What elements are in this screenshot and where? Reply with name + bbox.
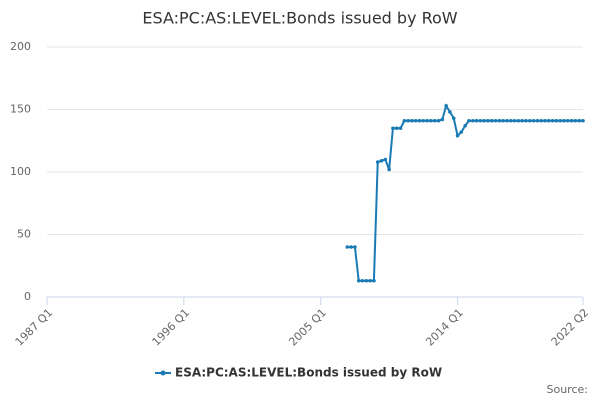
data-point <box>489 118 494 123</box>
data-point <box>429 118 433 123</box>
data-point <box>501 118 505 123</box>
data-point <box>478 118 483 123</box>
data-point <box>349 245 353 249</box>
data-point <box>379 158 384 163</box>
data-point <box>581 118 585 123</box>
x-tick-label: 2005 Q1 <box>286 306 329 349</box>
data-point <box>531 118 536 123</box>
y-tick-label: 0 <box>24 290 31 303</box>
data-point <box>497 118 502 123</box>
data-point <box>463 123 467 128</box>
data-point <box>508 118 513 123</box>
data-point <box>565 118 570 123</box>
data-point <box>482 118 486 123</box>
y-tick-label: 200 <box>10 40 31 53</box>
data-point <box>573 118 578 123</box>
data-point <box>410 118 414 123</box>
data-point <box>444 103 448 108</box>
data-point <box>524 118 528 123</box>
data-point <box>413 118 418 123</box>
data-point <box>383 157 388 162</box>
data-point <box>516 118 521 123</box>
data-point <box>474 118 479 123</box>
x-tick-label: 2022 Q2 <box>549 306 592 349</box>
chart-title: ESA:PC:AS:LEVEL:Bonds issued by RoW <box>142 9 457 28</box>
data-point <box>448 110 452 114</box>
data-point <box>421 118 426 123</box>
data-point <box>569 118 574 123</box>
data-point <box>546 118 551 123</box>
data-point <box>360 278 365 283</box>
data-point <box>451 116 456 121</box>
data-point <box>432 118 437 123</box>
data-point <box>459 130 464 134</box>
y-tick-label: 150 <box>10 103 31 116</box>
legend-marker <box>160 370 166 376</box>
data-point <box>353 245 357 249</box>
data-point <box>554 118 559 123</box>
data-point <box>467 118 471 123</box>
data-point <box>398 126 403 131</box>
data-point <box>470 118 475 123</box>
data-point <box>436 118 441 123</box>
data-point <box>364 278 369 283</box>
data-point <box>372 278 376 283</box>
legend-label: ESA:PC:AS:LEVEL:Bonds issued by RoW <box>175 366 442 380</box>
data-point <box>550 118 555 123</box>
data-point <box>387 167 391 172</box>
data-point <box>417 118 422 123</box>
data-point <box>455 133 460 138</box>
data-point <box>425 118 429 123</box>
data-point <box>558 118 562 123</box>
data-point <box>375 160 380 164</box>
x-tick-label: 1987 Q1 <box>13 306 56 349</box>
data-point <box>505 118 509 123</box>
source-label: Source: <box>547 383 589 396</box>
data-point <box>345 245 350 249</box>
data-point <box>493 118 498 123</box>
data-point <box>539 118 543 123</box>
data-point <box>577 118 581 123</box>
data-point <box>512 118 517 123</box>
x-tick-label: 1996 Q1 <box>150 306 193 349</box>
y-tick-label: 50 <box>17 228 31 241</box>
data-point <box>402 118 407 123</box>
data-point <box>486 118 490 123</box>
data-point <box>527 118 532 123</box>
data-point <box>391 126 395 131</box>
data-point <box>535 118 540 123</box>
data-point <box>520 118 524 123</box>
data-point <box>394 126 399 131</box>
data-point <box>356 278 361 283</box>
y-tick-label: 100 <box>10 165 31 178</box>
data-point <box>406 118 410 123</box>
series-line <box>347 103 583 282</box>
x-tick-label: 2014 Q1 <box>423 306 466 349</box>
data-point <box>543 118 547 123</box>
data-point <box>368 278 372 283</box>
data-point <box>562 118 566 123</box>
data-point <box>440 117 445 122</box>
